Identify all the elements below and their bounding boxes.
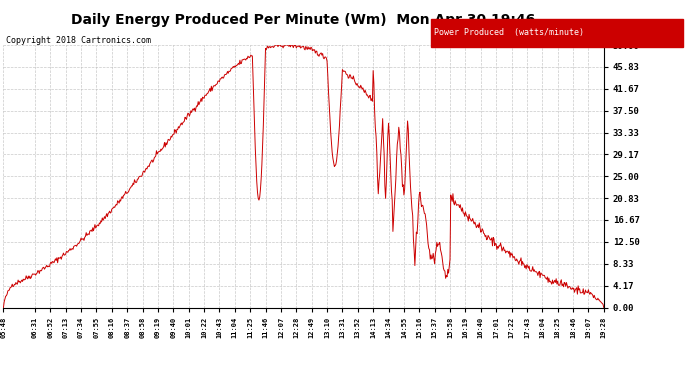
Text: Power Produced  (watts/minute): Power Produced (watts/minute) (434, 28, 584, 38)
Text: Daily Energy Produced Per Minute (Wm)  Mon Apr 30 19:46: Daily Energy Produced Per Minute (Wm) Mo… (72, 13, 535, 27)
Text: Copyright 2018 Cartronics.com: Copyright 2018 Cartronics.com (6, 36, 150, 45)
